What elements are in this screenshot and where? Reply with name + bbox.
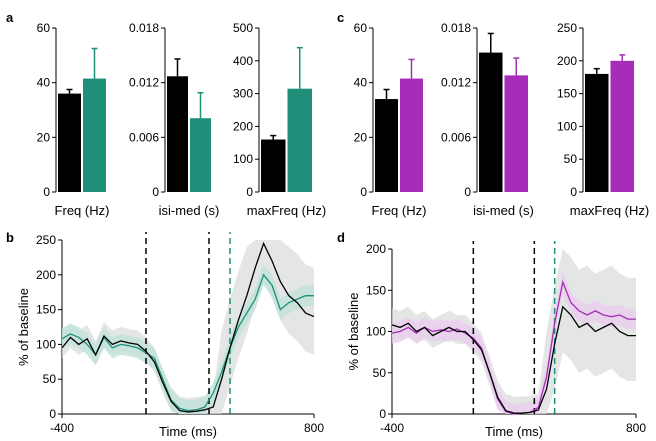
y-tick-label: 100 [36,337,56,351]
y-tick-label: 0 [379,407,386,421]
bar-0-0 [58,93,81,192]
y-tick-label: 0 [246,185,253,199]
x-axis-title: Time (ms) [159,424,217,439]
y-tick-label: 250 [557,21,577,35]
bar-2-1 [287,88,312,192]
bar-0-1 [83,78,106,192]
y-tick-label: 0.006 [129,130,159,144]
y-tick-label: 0 [49,407,56,421]
y-tick-label: 400 [233,54,253,68]
bar-4-0 [479,52,503,192]
y-tick-label: 40 [354,76,368,90]
y-tick-label: 60 [354,21,368,35]
y-tick-label: 20 [37,130,51,144]
bar-1-1 [190,118,211,192]
y-tick-label: 300 [233,87,253,101]
y-tick-label: 0.012 [441,76,471,90]
x-axis-title: maxFreq (Hz) [570,203,649,218]
y-tick-label: 0 [464,185,471,199]
y-tick-label: 0.018 [129,21,159,35]
bar-3-0 [375,99,398,192]
panel-letter-d: d [337,230,345,245]
panel-letter-a: a [6,10,14,25]
bar-3-1 [400,78,423,192]
series-line-7-1 [391,305,636,414]
y-tick-label: 150 [557,87,577,101]
x-axis-title: Time (ms) [485,424,543,439]
x-axis-title: Freq (Hz) [372,203,427,218]
y-tick-label: 200 [233,119,253,133]
y-tick-label: 60 [37,21,51,35]
sem-band-grey-7 [392,249,636,414]
y-tick-label: 100 [557,119,577,133]
x-tick-label: 800 [626,421,646,435]
bar-5-0 [585,73,609,192]
series-line-6-1 [61,241,315,413]
sem-band-color-6 [62,264,314,414]
y-tick-label: 50 [564,152,578,166]
y-tick-label: 500 [233,21,253,35]
y-tick-label: 200 [36,268,56,282]
charts: 0 20 40 60 Freq (Hz) 0 0.006 0.012 0.018 isi-med … [16,21,649,439]
x-axis-title: isi-med (s) [473,203,534,218]
y-tick-label: 0 [570,185,577,199]
x-tick-label: -400 [380,421,404,435]
y-tick-label: 100 [233,152,253,166]
y-tick-label: 0 [152,185,159,199]
y-tick-label: 0.012 [129,76,159,90]
y-axis-title: % of baseline [16,288,31,366]
y-tick-label: 0 [43,185,50,199]
y-tick-label: 0.006 [441,130,471,144]
y-tick-label: 20 [354,130,368,144]
sem-band-grey-6 [62,240,314,414]
x-axis-title: maxFreq (Hz) [247,203,326,218]
bar-5-1 [610,60,634,192]
y-tick-label: 200 [366,242,386,256]
y-tick-label: 40 [37,76,51,90]
y-tick-label: 50 [373,366,387,380]
bar-2-0 [261,139,286,192]
x-axis-title: Freq (Hz) [55,203,110,218]
y-tick-label: 250 [36,233,56,247]
y-tick-label: 150 [366,283,386,297]
x-tick-label: 800 [304,421,324,435]
y-tick-label: 0.018 [441,21,471,35]
bar-4-1 [504,75,528,192]
y-tick-label: 150 [36,303,56,317]
x-axis-title: isi-med (s) [159,203,220,218]
y-tick-label: 200 [557,54,577,68]
panel-letter-c: c [337,10,344,25]
series-line-7-0 [391,279,636,415]
y-tick-label: 100 [366,325,386,339]
y-tick-label: 50 [43,372,57,386]
x-tick-label: -400 [50,421,74,435]
y-tick-label: 0 [360,185,367,199]
bar-1-0 [167,76,188,192]
y-axis-title: % of baseline [346,292,361,370]
panel-letter-b: b [6,230,14,245]
